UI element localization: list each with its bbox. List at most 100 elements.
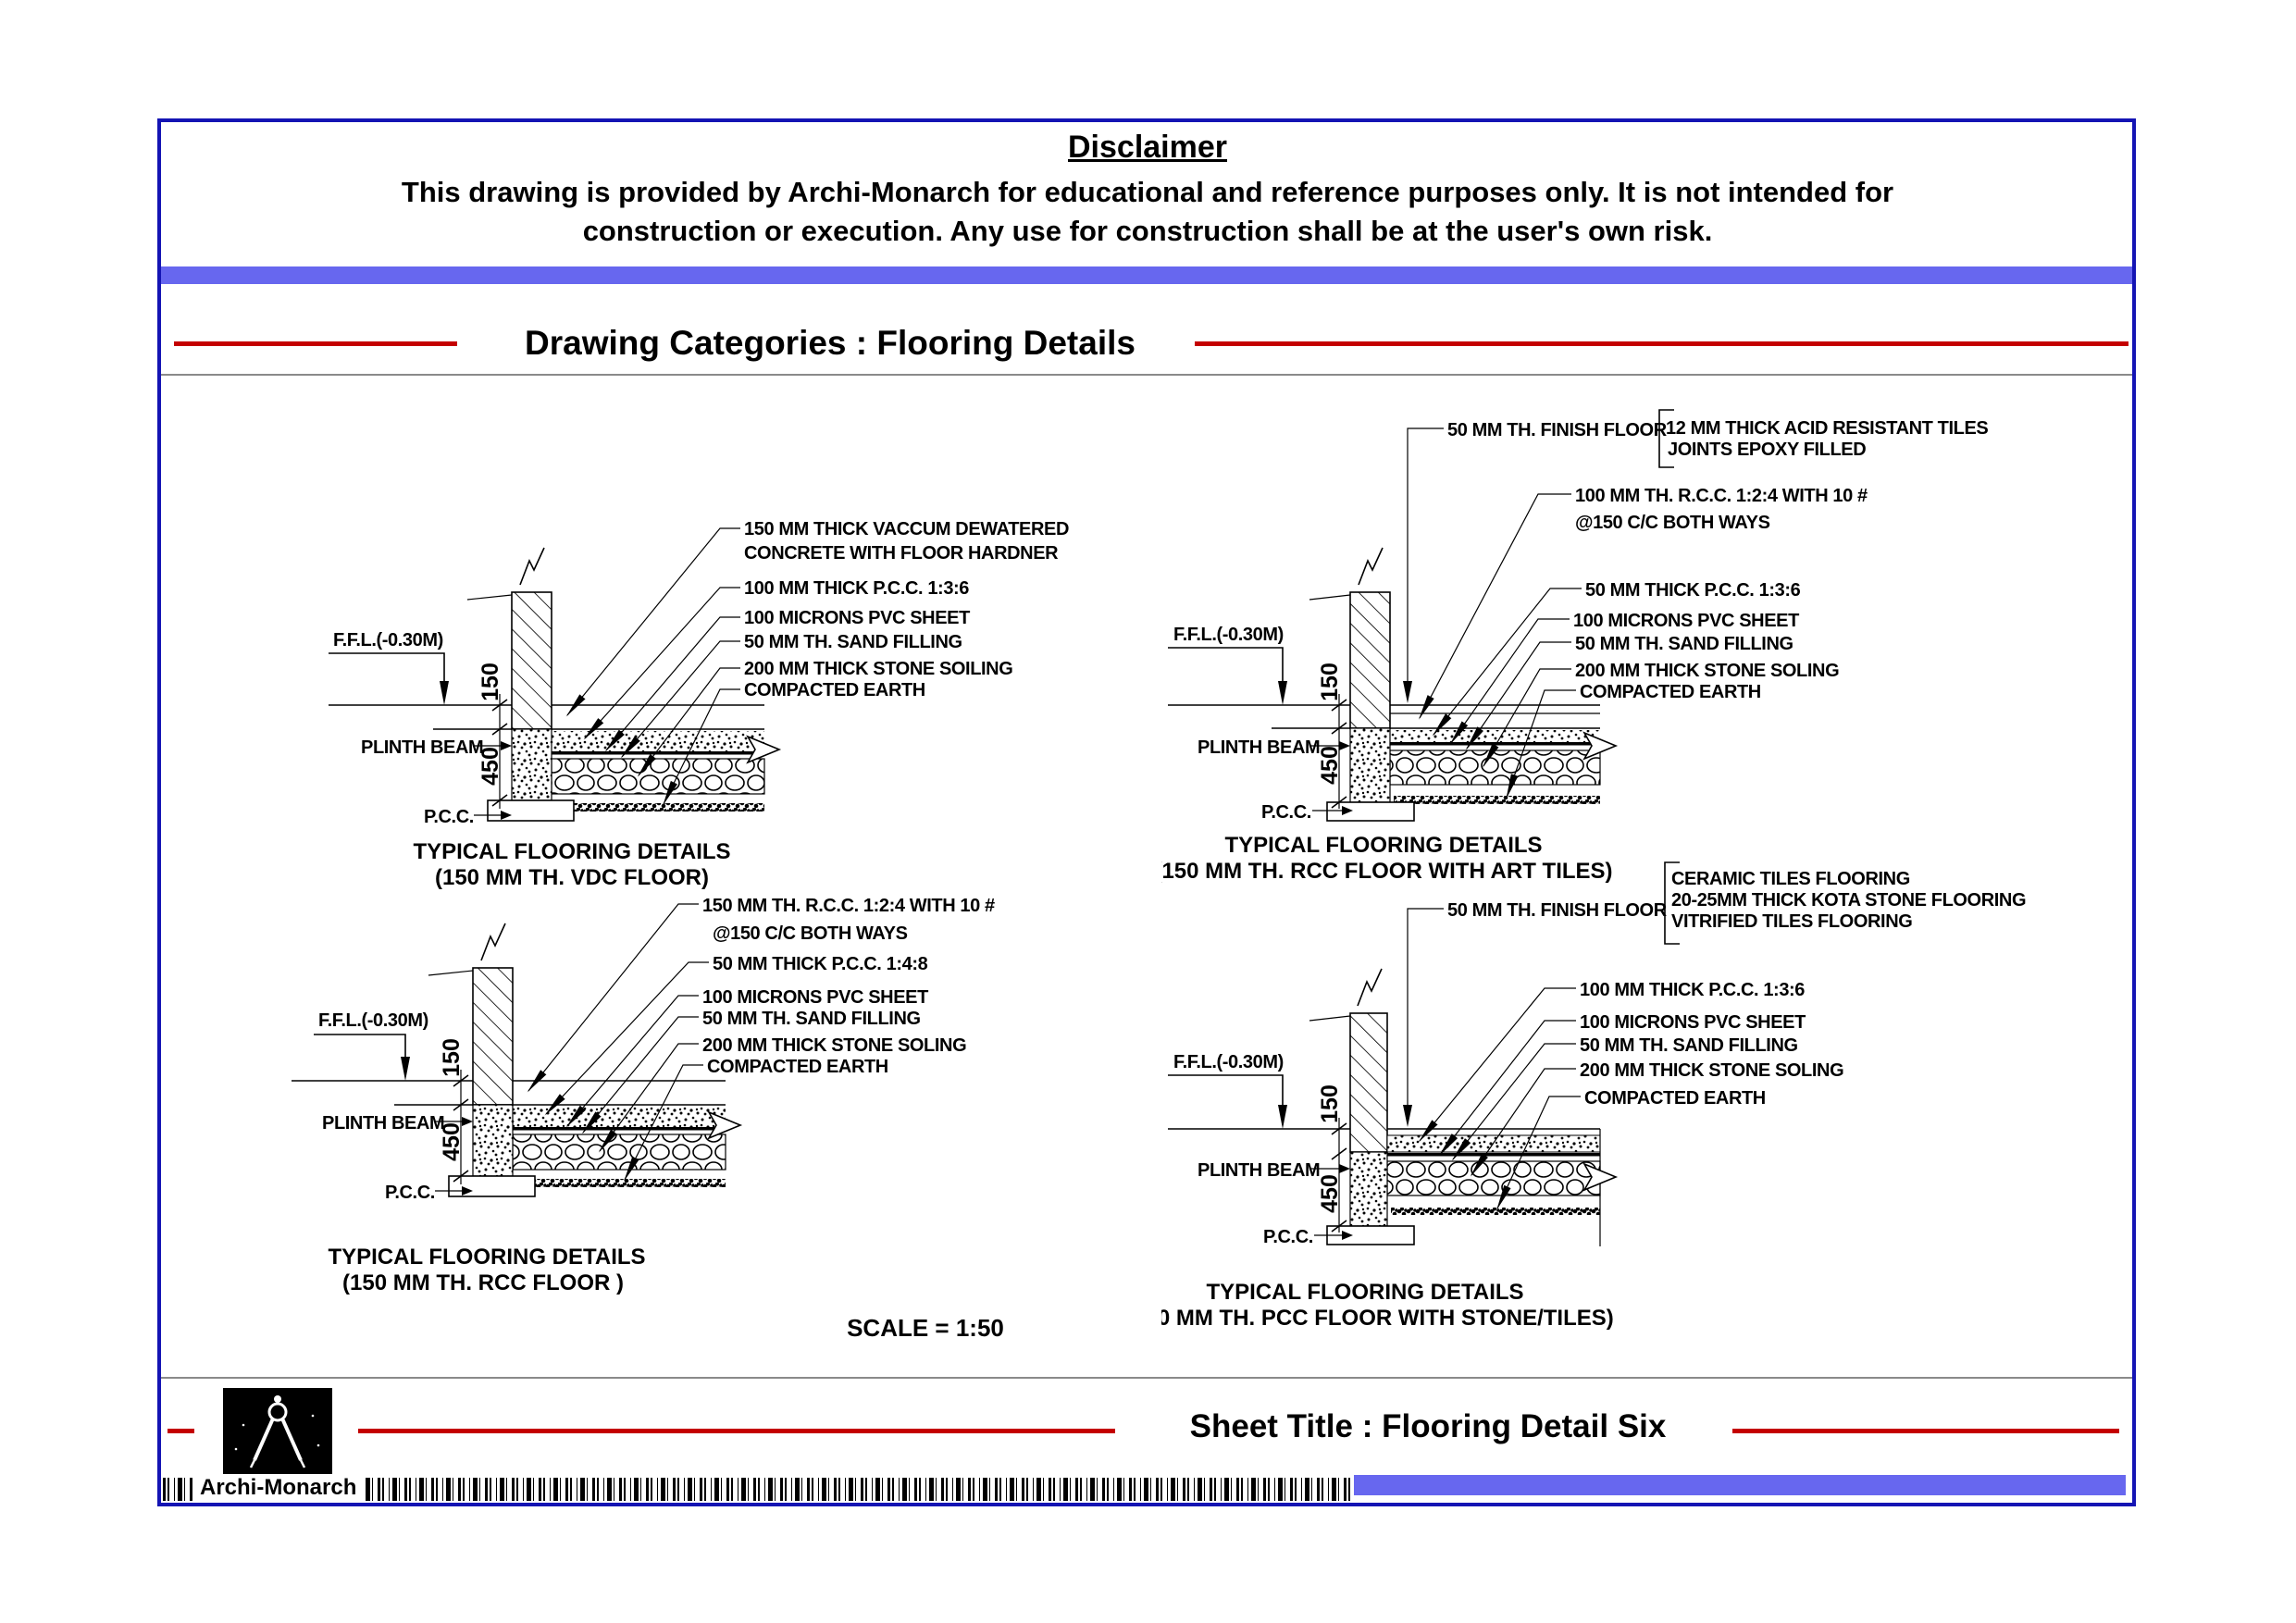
ffl-label: F.F.L.(-0.30M) (333, 630, 443, 650)
finish-floor-arrow-icon (1403, 1105, 1412, 1127)
ffl-leader (329, 652, 445, 687)
layer-label: 50 MM THICK P.C.C. 1:3:6 (1585, 580, 1801, 601)
leader-line (1438, 1020, 1576, 1157)
sheet-title: Sheet Title : Flooring Detail Six (1189, 1408, 1667, 1444)
heading-rule-right (1195, 341, 2128, 346)
pcc-label: P.C.C. (1263, 1227, 1313, 1247)
barcode: Archi-Monarch (163, 1475, 1352, 1501)
break-arrow-icon (746, 735, 782, 764)
leader-line (604, 616, 740, 752)
wall-break-icon (1358, 547, 1384, 586)
plinth-arrow-icon (1339, 1164, 1350, 1173)
layer-label: COMPACTED EARTH (1584, 1088, 1766, 1109)
layer-label: 50 MM THICK P.C.C. 1:4:8 (713, 954, 928, 974)
leader-line (1432, 588, 1582, 737)
pcc-label: P.C.C. (1261, 802, 1311, 823)
leader-line (1470, 1068, 1576, 1177)
layer-label: @150 C/C BOTH WAYS (713, 923, 908, 944)
layer-label: 200 MM THICK STONE SOLING (702, 1035, 966, 1056)
plinth-beam-label: PLINTH BEAM (1198, 1160, 1320, 1181)
leader-line (527, 903, 699, 1093)
pcc-arrow-icon (501, 811, 512, 820)
finish-floor-label: 50 MM TH. FINISH FLOOR (1447, 900, 1668, 921)
leader-line (1482, 668, 1571, 768)
footer-rule-dash (168, 1429, 194, 1433)
layer-label: COMPACTED EARTH (707, 1057, 888, 1077)
wall-section (472, 967, 514, 1106)
leader-line (565, 527, 740, 717)
archi-monarch-logo (223, 1388, 332, 1474)
leader-line (620, 640, 740, 759)
bracket-note: 20-25MM THICK KOTA STONE FLOORING (1671, 890, 2026, 911)
leader-line (1465, 641, 1571, 750)
leader-line (1496, 1096, 1581, 1210)
layer-label: 50 MM TH. SAND FILLING (702, 1009, 921, 1029)
compacted-earth-layer (1394, 796, 1600, 804)
ffl-leader (1168, 647, 1284, 685)
break-arrow-icon (1582, 1162, 1619, 1192)
pcc-label: P.C.C. (385, 1183, 435, 1203)
layer-label: 100 MM THICK P.C.C. 1:3:6 (1580, 980, 1805, 1000)
pcc-arrow-icon (462, 1186, 473, 1196)
ffl-leader (314, 1034, 406, 1062)
leader-line (1449, 618, 1570, 745)
layer-label: @150 C/C BOTH WAYS (1575, 513, 1770, 533)
plinth-beam-label: PLINTH BEAM (361, 737, 483, 758)
pcc-arrow-icon (1342, 1231, 1353, 1240)
ffl-leader (1168, 1074, 1284, 1109)
layer-label: 200 MM THICK STONE SOLING (1575, 661, 1839, 681)
wall-top-line (1309, 1015, 1351, 1022)
plinth-beam-label: PLINTH BEAM (322, 1113, 444, 1134)
plinth-arrow-icon (1339, 741, 1350, 750)
panel-title: TYPICAL FLOORING DETAILS (1224, 833, 1542, 858)
panel-title: TYPICAL FLOORING DETAILS (328, 1245, 645, 1270)
wall-top-line (466, 594, 513, 601)
pcc-arrow-icon (1342, 806, 1353, 815)
layer-label: 50 MM TH. SAND FILLING (1580, 1035, 1798, 1056)
wall-section (1349, 1012, 1388, 1153)
break-arrow-icon (707, 1110, 743, 1140)
leader-line (624, 1064, 703, 1182)
footer-rule-left (358, 1429, 1115, 1433)
note-bracket (1664, 861, 1680, 945)
panel-rcc-art-tiles: F.F.L.(-0.30M) 150 450 PLINTH BEAM P.C.C… (1161, 409, 1989, 884)
layer-label: 100 MICRONS PVC SHEET (1573, 611, 1799, 631)
break-arrow-icon (1582, 731, 1619, 761)
compacted-earth-layer (555, 803, 764, 812)
finish-floor-label: 50 MM TH. FINISH FLOOR (1447, 420, 1668, 440)
leader-line (1451, 1043, 1576, 1161)
pcc-footing (1326, 801, 1415, 822)
ffl-label: F.F.L.(-0.30M) (1173, 625, 1284, 645)
layer-label: COMPACTED EARTH (1580, 682, 1761, 702)
pcc-layer (513, 1107, 726, 1127)
leader-line (598, 1043, 699, 1153)
ffl-arrow-icon (1278, 1105, 1287, 1129)
top-blue-bar (161, 266, 2132, 284)
wall-break-icon (519, 547, 545, 586)
panel-title: TYPICAL FLOORING DETAILS (413, 839, 730, 864)
scale-note: SCALE = 1:50 (847, 1314, 1004, 1342)
heading-rule-left (174, 341, 457, 346)
layer-label: 100 MICRONS PVC SHEET (744, 608, 970, 628)
bracket-note: VITRIFIED TILES FLOORING (1671, 911, 1912, 932)
stone-soling-layer (512, 1134, 726, 1171)
ffl-arrow-icon (401, 1057, 410, 1081)
panel-subtitle: (100 MM TH. PCC FLOOR WITH STONE/TILES) (1161, 1306, 1614, 1331)
bracket-note: JOINTS EPOXY FILLED (1668, 440, 1866, 460)
layer-label: 100 MICRONS PVC SHEET (702, 987, 928, 1008)
layer-label: COMPACTED EARTH (744, 680, 925, 700)
panel-pcc-stone-tiles: F.F.L.(-0.30M) 150 450 PLINTH BEAM P.C.C… (1161, 861, 2027, 1331)
compacted-earth-layer (1391, 1208, 1600, 1215)
leader-line (544, 961, 709, 1116)
layer-label: CONCRETE WITH FLOOR HARDNER (744, 543, 1059, 564)
leader-line (583, 587, 740, 740)
wall-top-line (1309, 594, 1351, 601)
wall-section (1349, 591, 1391, 729)
dim-150: 150 (1317, 1084, 1343, 1123)
layer-label: 200 MM THICK STONE SOILING (744, 659, 1012, 679)
wall-top-line (428, 970, 474, 976)
dim-450: 450 (1317, 746, 1343, 785)
brand-label: Archi-Monarch (192, 1475, 365, 1501)
layer-label: 100 MICRONS PVC SHEET (1580, 1012, 1806, 1033)
ffl-arrow-icon (440, 681, 449, 705)
